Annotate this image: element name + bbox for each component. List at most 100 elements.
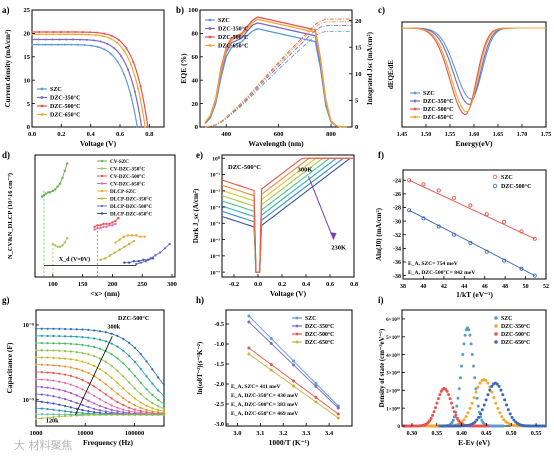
panel-d-label: d): [2, 150, 10, 160]
dos-legend-marker: [494, 340, 498, 344]
dos-point: [496, 406, 500, 410]
jv-point: [110, 34, 113, 37]
w0-ytick-label: -2.0: [214, 381, 224, 388]
dos-point: [463, 333, 467, 337]
cf-point: [93, 345, 96, 349]
dos-xlabel: E-Ev (eV): [458, 438, 490, 447]
cf-point: [75, 328, 78, 331]
cv-dlcp-point: [46, 191, 50, 194]
cf-point: [34, 385, 38, 388]
cv-legend-entry: DLCP-DZC-650°C: [110, 211, 152, 218]
dark-jv-xlabel: Voltage (V): [270, 289, 307, 298]
cv-dlcp-point: [118, 238, 121, 241]
cf-point: [139, 381, 142, 384]
jv-point: [96, 31, 99, 34]
j0-legend-marker: [492, 174, 498, 180]
w0-point: [336, 412, 340, 416]
cf-point: [81, 360, 84, 363]
cf-point: [122, 397, 125, 400]
j0-xtick-label: 40: [420, 284, 426, 290]
cf-point: [81, 343, 84, 347]
dos-xtick-label: 0.40: [456, 431, 467, 437]
dos-xtick-label: 0.55: [531, 431, 542, 437]
cf-point: [46, 401, 49, 404]
cf-point: [81, 403, 84, 407]
deqe-legend-swatch-marker: [413, 107, 417, 111]
cf-point: [145, 408, 148, 411]
dos-legend-marker: [494, 324, 498, 328]
temperature-arrow: [307, 175, 335, 240]
j0-xtick-label: 44: [461, 284, 467, 290]
cv-dlcp-point: [58, 182, 62, 185]
j0-legend-marker: [492, 183, 498, 189]
cf-point: [116, 410, 119, 413]
dark-jv-ytick-label: 10⁻²: [210, 189, 220, 195]
cv-ylabel: N_CV&N_DLCP (10^16 cm⁻³): [7, 173, 14, 259]
cf-point: [98, 330, 102, 333]
cv-xtick-label: 200: [108, 281, 118, 288]
j0-ytick-label: -24: [393, 178, 401, 184]
cf-point: [145, 360, 148, 363]
cf-point: [34, 392, 38, 396]
dos-point: [484, 398, 488, 402]
jv-point: [103, 48, 106, 51]
jv-point: [80, 33, 83, 36]
cf-point: [63, 404, 67, 408]
cf-point: [127, 368, 131, 371]
dos-point: [460, 364, 464, 368]
cf-curve: [35, 328, 165, 386]
cf-xtick-label: 10000: [77, 430, 93, 437]
cf-xlabel: Frequency (Hz): [83, 438, 134, 447]
integrated-jsc-curve: [205, 18, 352, 128]
cv-dlcp-point: [40, 195, 44, 198]
dos-ytick-label: 4×10¹⁸: [386, 353, 400, 359]
cf-point: [110, 353, 113, 356]
cf-point: [58, 364, 61, 367]
dark-jv-xtick-label: 0.8: [350, 281, 359, 288]
cf-point: [116, 369, 119, 372]
cf-point: [110, 376, 113, 379]
dos-ytick-label: 3×10¹⁸: [386, 371, 400, 377]
dos-point: [473, 376, 477, 380]
j0-legend-entry: DZC-500°C: [501, 183, 531, 190]
cv-dlcp-curve: [136, 243, 170, 265]
dos-xtick-label: 0.35: [432, 431, 443, 437]
cv-xtick-label: 150: [78, 281, 88, 288]
eqe-legend-entry: SZC: [218, 18, 230, 24]
dos-point: [450, 421, 454, 425]
dark-jv-xtick-label: -0.2: [229, 281, 239, 288]
panel-b-label: b): [176, 5, 184, 15]
cf-point: [127, 409, 131, 413]
cf-point: [93, 364, 96, 367]
w0-point: [314, 382, 318, 385]
cf-point: [69, 374, 73, 378]
dos-point: [488, 388, 492, 392]
jv-point: [117, 38, 120, 41]
cf-point: [46, 327, 49, 330]
cf-point: [87, 344, 90, 347]
cf-point: [40, 393, 43, 396]
cf-point: [69, 358, 73, 361]
cf-point: [34, 370, 38, 373]
dos-point: [444, 387, 448, 391]
cf-point: [127, 341, 131, 344]
w0-activation-energy: E_A, DZC-650°C= 469 meV: [231, 410, 298, 417]
j0-xtick-label: 46: [482, 284, 488, 290]
cf-point: [151, 393, 154, 397]
cf-point: [81, 412, 84, 415]
cf-point: [63, 335, 67, 338]
cf-point: [157, 405, 160, 408]
cf-point: [69, 335, 73, 338]
cf-point: [93, 402, 96, 405]
j0-point: [519, 266, 524, 271]
j0-point: [421, 216, 426, 221]
dos-point: [479, 412, 483, 416]
dos-point: [510, 415, 514, 419]
cf-point: [122, 408, 125, 411]
eqe-xlabel: Wavelength (nm): [248, 139, 304, 148]
cf-point: [58, 372, 61, 375]
w0-point: [247, 320, 251, 324]
cf-point: [52, 349, 55, 352]
jv-point: [78, 38, 81, 41]
